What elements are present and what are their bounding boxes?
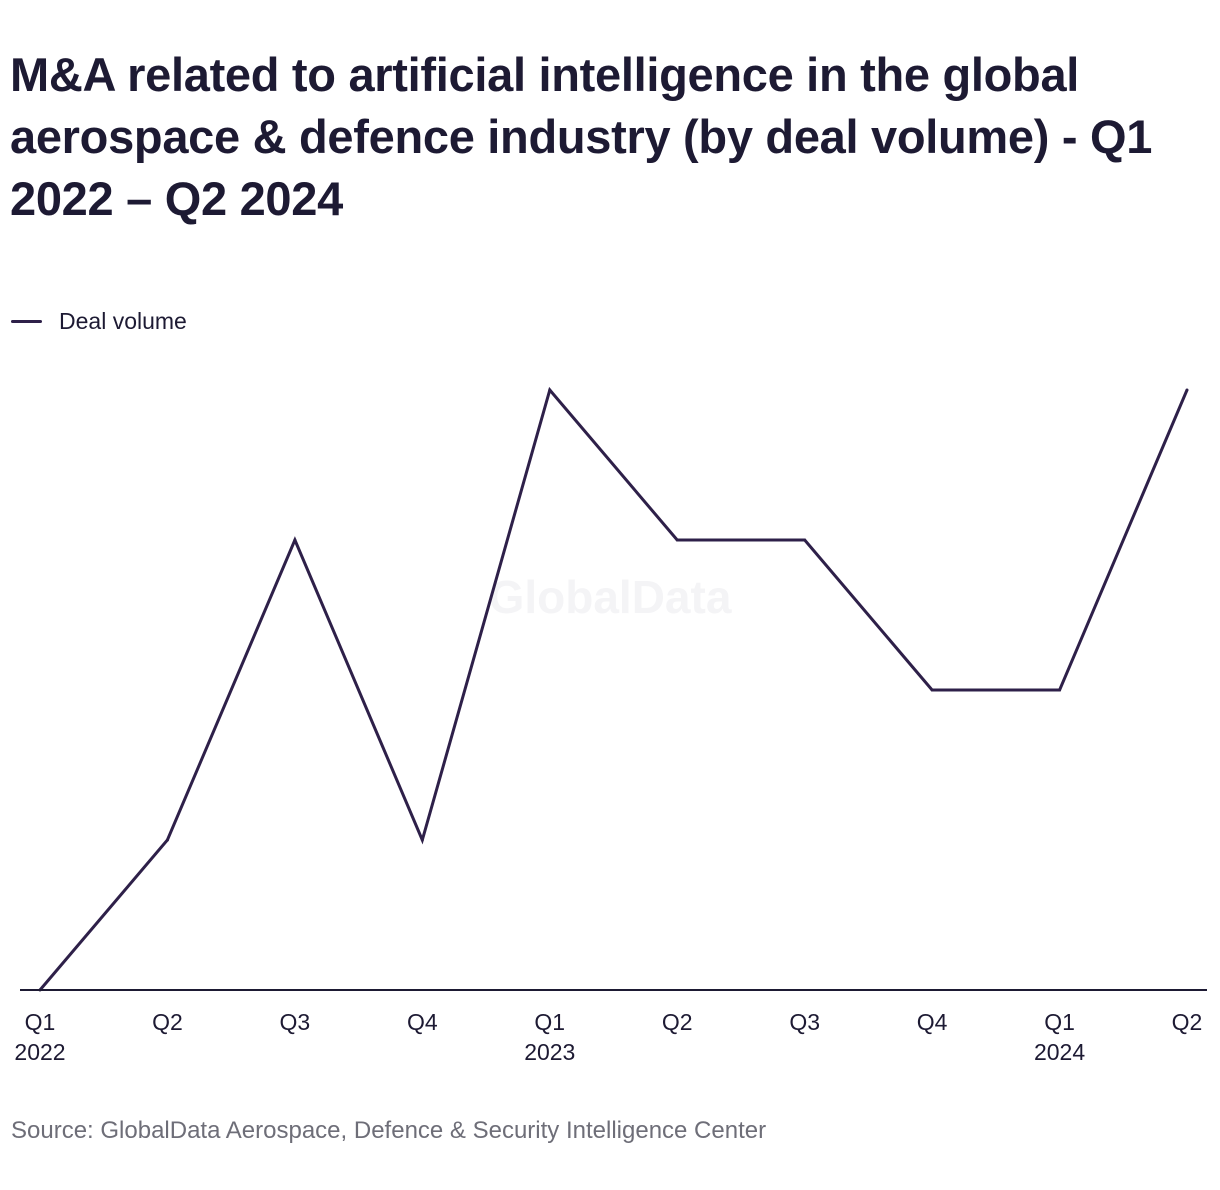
legend-swatch-deal-volume xyxy=(11,319,42,323)
data-point xyxy=(675,538,679,542)
x-tick-label-year: 2022 xyxy=(14,1039,65,1065)
series-line-deal-volume xyxy=(38,386,1189,991)
series-layer xyxy=(38,386,1189,992)
x-tick-label-quarter: Q1 xyxy=(25,1009,56,1035)
x-tick-label-year: 2024 xyxy=(1034,1039,1085,1065)
x-axis-ticks: Q1 2022 Q2 Q3 Q4 Q1 2023 Q2 Q3 Q4 Q1 2024 Q2 xyxy=(14,1009,1202,1065)
chart-title: M&A related to artificial intelligence i… xyxy=(10,48,1153,225)
data-point xyxy=(1185,388,1189,392)
data-point xyxy=(165,838,169,842)
x-tick-label-quarter: Q3 xyxy=(280,1009,311,1035)
data-point xyxy=(803,538,807,542)
x-tick-label-year: 2023 xyxy=(524,1039,575,1065)
data-point xyxy=(930,688,934,692)
legend: Deal volume xyxy=(11,307,187,335)
source-note: Source: GlobalData Aerospace, Defence & … xyxy=(11,1117,767,1144)
x-tick-label-quarter: Q4 xyxy=(917,1009,948,1035)
data-point xyxy=(293,538,297,542)
watermark: GlobalData xyxy=(489,571,732,623)
x-tick-label-quarter: Q1 xyxy=(1044,1009,1075,1035)
data-point xyxy=(548,388,552,392)
legend-label-deal-volume: Deal volume xyxy=(59,307,187,334)
data-point xyxy=(1058,688,1062,692)
x-tick-label-quarter: Q2 xyxy=(662,1009,693,1035)
x-tick-label-quarter: Q1 xyxy=(534,1009,565,1035)
x-tick-label-quarter: Q2 xyxy=(152,1009,183,1035)
data-point xyxy=(420,838,424,842)
x-tick-label-quarter: Q2 xyxy=(1172,1009,1203,1035)
x-tick-label-quarter: Q3 xyxy=(789,1009,820,1035)
x-tick-label-quarter: Q4 xyxy=(407,1009,438,1035)
